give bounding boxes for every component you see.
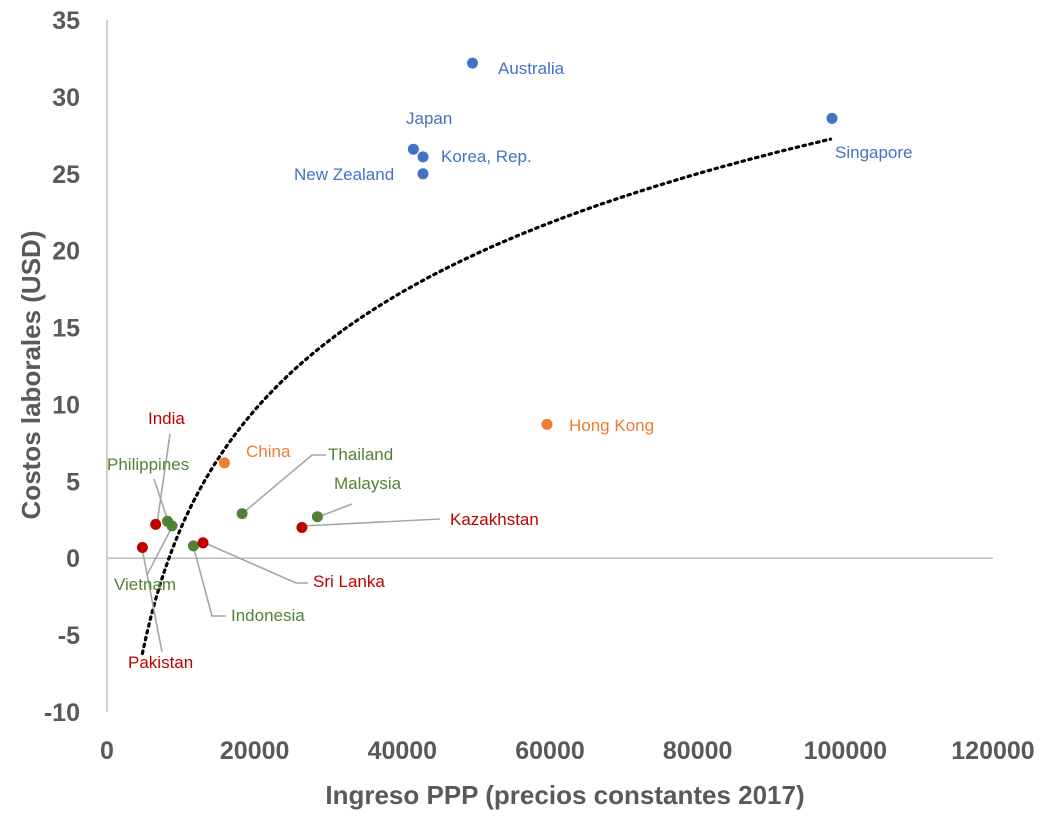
x-tick-label: 0	[100, 737, 114, 765]
data-point	[417, 168, 429, 180]
point-label: Hong Kong	[569, 416, 654, 435]
x-tick-label: 60000	[515, 737, 585, 765]
data-point	[311, 511, 323, 523]
x-tick-labels: 0 20000 40000 60000 80000 100000 120000	[100, 737, 1035, 765]
leader-line	[301, 518, 441, 527]
y-tick-label: -10	[44, 699, 80, 727]
y-tick-labels: 35 30 25 20 15 10 5 0 -5 -10	[44, 7, 80, 727]
point-label: Australia	[498, 59, 565, 78]
x-tick-label: 120000	[951, 737, 1034, 765]
x-tick-label: 80000	[663, 737, 733, 765]
leader-line	[317, 503, 353, 518]
data-point	[218, 457, 230, 469]
point-label: Thailand	[328, 445, 393, 464]
point-label: Kazakhstan	[450, 510, 539, 529]
data-point	[187, 540, 199, 552]
y-tick-label: 30	[52, 84, 80, 112]
leader-line	[204, 542, 308, 584]
point-label: Indonesia	[231, 606, 305, 625]
data-point	[136, 542, 148, 553]
data-point	[236, 508, 248, 520]
x-tick-label: 40000	[368, 737, 438, 765]
data-point	[166, 520, 178, 532]
y-tick-label: 0	[66, 545, 80, 573]
data-point	[407, 143, 419, 155]
data-points	[136, 57, 838, 553]
data-point	[417, 151, 429, 163]
data-point	[826, 112, 838, 124]
point-label: Japan	[406, 109, 452, 128]
y-tick-label: -5	[58, 622, 80, 650]
y-tick-label: 5	[66, 468, 80, 496]
y-axis-title: Costos laborales (USD)	[16, 231, 46, 520]
data-point	[541, 418, 553, 430]
leader-line	[141, 547, 163, 653]
data-point	[197, 537, 209, 549]
leader-lines	[141, 433, 441, 653]
point-label: New Zealand	[294, 165, 394, 184]
x-axis-title: Ingreso PPP (precios constantes 2017)	[325, 780, 804, 810]
point-labels: Australia Japan Korea, Rep. New Zealand Sing…	[107, 59, 913, 672]
y-tick-label: 35	[52, 7, 80, 35]
point-label: Korea, Rep.	[441, 147, 532, 166]
data-point	[150, 518, 162, 530]
axes	[106, 20, 993, 712]
leader-line	[146, 524, 174, 576]
y-tick-label: 25	[52, 161, 80, 189]
point-label: China	[246, 442, 291, 461]
leader-line	[242, 454, 326, 514]
data-point	[296, 522, 308, 533]
y-tick-label: 20	[52, 238, 80, 266]
point-label: India	[148, 409, 185, 428]
point-label: Sri Lanka	[313, 572, 385, 591]
y-tick-label: 15	[52, 315, 80, 343]
point-label: Malaysia	[334, 474, 402, 493]
point-label: Philippines	[107, 455, 189, 474]
trendline	[140, 137, 833, 656]
y-tick-label: 10	[52, 391, 80, 419]
leader-line	[156, 433, 171, 525]
leader-line	[192, 544, 226, 617]
x-tick-label: 20000	[220, 737, 290, 765]
data-point	[467, 57, 478, 69]
point-label: Vietnam	[114, 575, 176, 594]
point-label: Pakistan	[128, 653, 193, 672]
x-tick-label: 100000	[804, 737, 887, 765]
point-label: Singapore	[835, 143, 913, 162]
